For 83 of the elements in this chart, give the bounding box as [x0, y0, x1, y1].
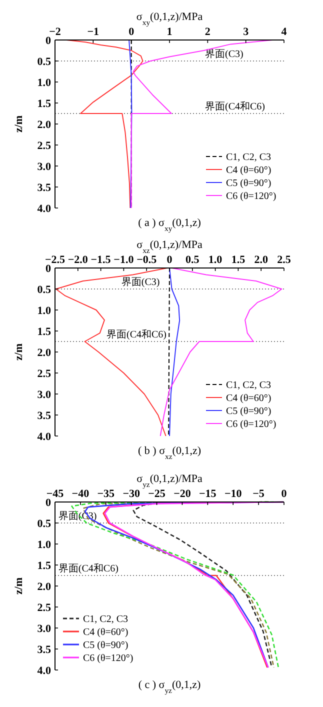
y-tick-label: 3.5	[37, 182, 52, 194]
ref-line-label: 界面(C3)	[121, 277, 160, 288]
x-axis-title: σ$_{yz}$(0,1,z)/MPa	[136, 473, 202, 488]
x-tick-label: −1.0	[114, 254, 134, 266]
x-tick-label: −2	[49, 26, 62, 38]
x-tick-label: −2.5	[44, 254, 66, 266]
legend-label: C1, C2, C3	[83, 614, 128, 625]
x-tick-label: −1.5	[90, 254, 112, 266]
y-tick-label: 1.0	[37, 539, 52, 551]
y-tick-label: 0	[46, 263, 52, 275]
legend-label: C6 (θ=120°)	[83, 653, 134, 664]
x-tick-label: 2.0	[254, 254, 268, 266]
y-tick-label: 3.0	[37, 389, 52, 401]
legend-label: C1, C2, C3	[226, 152, 272, 163]
y-tick-label: 4.0	[37, 203, 52, 215]
ref-line-label: 界面(C4和C6)	[106, 328, 167, 340]
legend-label: C4 (θ=60°)	[83, 627, 128, 638]
x-axis-title: σ$_{xz}$(0,1,z)/MPa	[136, 239, 202, 254]
y-tick-label: 1.0	[37, 305, 52, 317]
x-tick-label: 1.0	[208, 254, 223, 266]
legend-label: C5 (θ=90°)	[226, 406, 272, 417]
y-tick-label: 2.5	[37, 140, 52, 152]
x-tick-label: −20	[174, 488, 192, 500]
y-tick-label: 4.0	[37, 431, 52, 443]
x-tick-label: −25	[148, 488, 166, 500]
y-tick-label: 0.5	[37, 518, 52, 530]
legend-label: C6 (θ=120°)	[226, 419, 276, 430]
x-tick-label: −35	[97, 488, 116, 500]
line-series	[169, 268, 180, 436]
y-tick-label: 3.0	[37, 623, 52, 635]
text: ( b ) σ$_{xz}$(0,1,z)	[138, 445, 202, 460]
ref-line-label: 界面(C4和C6)	[58, 562, 118, 574]
legend-label: C5 (θ=90°)	[83, 640, 128, 651]
x-tick-label: 1.5	[231, 254, 246, 266]
y-tick-label: 2.0	[37, 119, 52, 131]
legend-label: C1, C2, C3	[226, 380, 272, 391]
y-tick-label: 0	[46, 497, 52, 509]
y-tick-label: 1.5	[37, 98, 52, 110]
x-tick-label: 0.5	[186, 254, 200, 266]
y-axis-title: z/m	[13, 115, 25, 133]
x-tick-label: 3	[243, 26, 250, 38]
line-series	[66, 40, 144, 208]
y-tick-label: 3.5	[37, 644, 52, 656]
x-tick-label: −5	[252, 488, 265, 500]
y-tick-label: 2.0	[37, 581, 52, 593]
y-tick-label: 2.0	[37, 347, 52, 359]
x-tick-label: −40	[72, 488, 90, 500]
y-tick-label: 1.0	[37, 77, 52, 89]
y-tick-label: 2.5	[37, 602, 52, 614]
legend-label: C5 (θ=90°)	[226, 178, 272, 189]
legend-label: C6 (θ=120°)	[226, 191, 276, 202]
ref-line-label: 界面(C4和C6)	[204, 100, 265, 112]
x-tick-label: −45	[46, 488, 64, 500]
x-axis-title: σ$_{xy}$(0,1,z)/MPa	[136, 11, 203, 26]
y-axis-title: z/m	[13, 343, 25, 361]
y-tick-label: 1.5	[37, 326, 52, 338]
y-tick-label: 3.5	[37, 410, 52, 422]
y-tick-label: 2.5	[37, 368, 52, 380]
x-tick-label: −30	[122, 488, 140, 500]
x-tick-label: −1	[87, 26, 100, 38]
legend-label: C4 (θ=60°)	[226, 165, 272, 176]
legend-label: C4 (θ=60°)	[226, 393, 272, 404]
y-tick-label: 4.0	[37, 665, 52, 677]
text: ( a ) σ$_{xy}$(0,1,z)	[138, 217, 202, 232]
y-tick-label: 3.0	[37, 161, 52, 173]
x-tick-label: 2	[204, 26, 211, 38]
x-tick-label: 0	[281, 488, 288, 500]
x-tick-label: 4	[281, 26, 288, 38]
y-axis-title: z/m	[13, 577, 25, 595]
x-tick-label: 0	[166, 254, 173, 266]
y-tick-label: 0.5	[37, 56, 52, 68]
x-tick-label: 1	[166, 26, 172, 38]
y-tick-label: 0	[46, 35, 52, 47]
x-tick-label: −0.5	[136, 254, 158, 266]
x-tick-label: −2.0	[68, 254, 88, 266]
x-tick-label: −10	[224, 488, 242, 500]
x-tick-label: 0	[128, 26, 135, 38]
x-tick-label: 2.5	[277, 254, 292, 266]
x-tick-label: −15	[199, 488, 217, 500]
text: ( c ) σ$_{yz}$(0,1,z)	[138, 679, 202, 694]
y-tick-label: 0.5	[37, 284, 52, 296]
ref-line-label: 界面(C3)	[204, 49, 244, 60]
y-tick-label: 1.5	[37, 560, 52, 572]
